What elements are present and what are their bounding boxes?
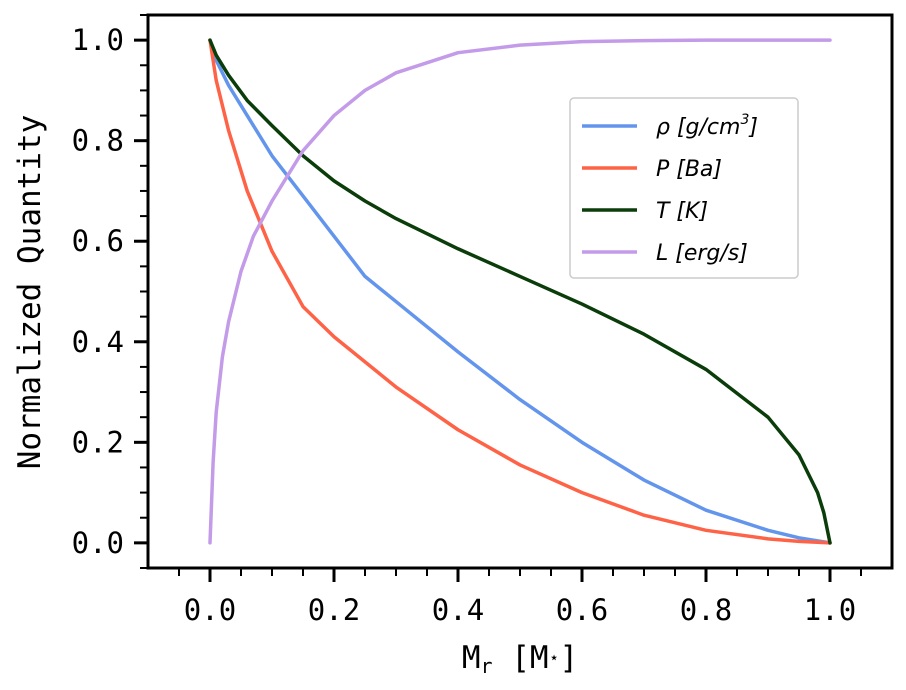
y-tick-label: 0.4: [72, 325, 124, 359]
x-tick-label: 0.2: [308, 593, 360, 627]
series-line-density: [208, 38, 832, 545]
legend-entry-density: ρ [g/cm3]: [582, 112, 758, 140]
legend-label-density: ρ [g/cm3]: [656, 112, 758, 140]
legend-box: [569, 97, 799, 279]
x-tick-label: 0.0: [184, 593, 236, 627]
legend-label-pressure: P [Ba]: [656, 157, 722, 182]
legend-entry-pressure: P [Ba]: [582, 157, 722, 182]
series-line-temperature: [208, 38, 832, 545]
x-tick-label: 0.4: [432, 593, 484, 627]
legend-label-luminosity: L [erg/s]: [656, 241, 748, 266]
legend-entry-temperature: T [K]: [582, 199, 708, 224]
y-tick-label: 0.2: [72, 425, 124, 459]
series-line-pressure: [208, 38, 832, 545]
x-tick-label: 0.8: [680, 593, 732, 627]
y-axis-ticks: 0.0 0.2 0.4 0.6 0.8 1.0: [72, 14, 148, 569]
series-layer: [208, 38, 832, 545]
legend-entry-luminosity: L [erg/s]: [582, 241, 748, 266]
legend-label-temperature: T [K]: [656, 199, 708, 224]
y-tick-label: 0.0: [72, 526, 124, 560]
y-axis-label: Normalized Quantity: [12, 115, 48, 470]
y-tick-label: 0.8: [72, 124, 124, 158]
y-tick-label: 1.0: [72, 23, 124, 57]
x-tick-label: 0.6: [556, 593, 608, 627]
x-axis-label: Mr [M⋆]: [462, 640, 578, 678]
x-axis-ticks: 0.0 0.2 0.4 0.6 0.8 1.0: [178, 568, 862, 627]
legend: ρ [g/cm3] P [Ba] T [K] L [erg/s]: [569, 97, 799, 279]
x-tick-label: 1.0: [804, 593, 856, 627]
series-line-luminosity: [208, 38, 832, 545]
y-tick-label: 0.6: [72, 224, 124, 258]
